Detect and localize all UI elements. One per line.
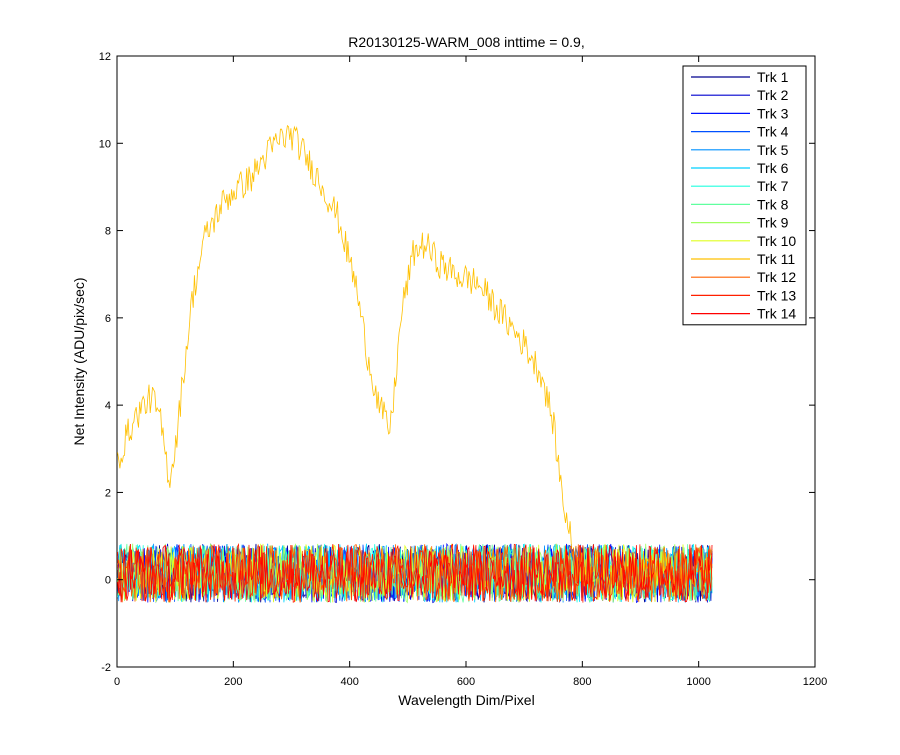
legend-label: Trk 1 bbox=[757, 69, 789, 85]
y-tick-label: 0 bbox=[105, 575, 111, 587]
legend-label: Trk 4 bbox=[757, 124, 789, 140]
y-tick-label: 2 bbox=[105, 487, 111, 499]
series-layer bbox=[117, 124, 713, 604]
series-line-trk-14 bbox=[117, 543, 713, 603]
y-tick-label: -2 bbox=[101, 662, 111, 674]
y-tick-label: 6 bbox=[105, 313, 111, 325]
x-tick-label: 1000 bbox=[686, 676, 710, 688]
legend-label: Trk 7 bbox=[757, 178, 789, 194]
legend: Trk 1 Trk 2 Trk 3 Trk 4 Trk 5 Trk 6 Trk 7 Trk 8… bbox=[682, 65, 807, 326]
x-tick-label: 200 bbox=[224, 676, 242, 688]
x-tick-label: 800 bbox=[573, 676, 591, 688]
legend-label: Trk 2 bbox=[757, 87, 789, 103]
x-tick-label: 1200 bbox=[803, 676, 827, 688]
legend-box bbox=[682, 65, 807, 326]
legend-label: Trk 10 bbox=[757, 233, 796, 249]
legend-label: Trk 5 bbox=[757, 142, 789, 158]
x-tick-label: 600 bbox=[457, 676, 475, 688]
legend-label: Trk 12 bbox=[757, 269, 796, 285]
legend-label: Trk 13 bbox=[757, 287, 796, 303]
x-axis-label: Wavelength Dim/Pixel bbox=[398, 692, 534, 708]
legend-label: Trk 3 bbox=[757, 105, 789, 121]
y-axis-label: Net Intensity (ADU/pix/sec) bbox=[71, 277, 87, 445]
x-tick-label: 400 bbox=[340, 676, 358, 688]
legend-label: Trk 6 bbox=[757, 160, 789, 176]
y-tick-label: 8 bbox=[105, 226, 111, 238]
legend-label: Trk 11 bbox=[757, 251, 795, 267]
legend-label: Trk 8 bbox=[757, 196, 789, 212]
y-tick-label: 12 bbox=[99, 51, 111, 63]
chart-title: R20130125-WARM_008 inttime = 0.9, bbox=[348, 34, 584, 50]
legend-label: Trk 14 bbox=[757, 306, 796, 322]
y-tick-label: 10 bbox=[99, 138, 111, 150]
legend-label: Trk 9 bbox=[757, 215, 789, 231]
x-tick-label: 0 bbox=[114, 676, 120, 688]
y-tick-label: 4 bbox=[105, 400, 111, 412]
